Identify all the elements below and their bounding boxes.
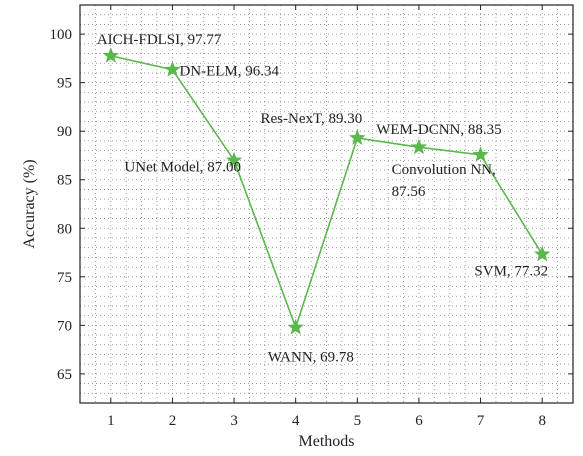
star-marker	[287, 318, 304, 335]
y-tick-label: 65	[57, 367, 72, 383]
x-tick-label: 6	[415, 413, 423, 429]
point-label: WEM-DCNN, 88.35	[376, 122, 501, 138]
x-axis-title: Methods	[299, 433, 355, 450]
y-tick-label: 85	[57, 173, 72, 189]
point-label: WANN, 69.78	[268, 349, 354, 365]
y-tick-label: 90	[57, 124, 72, 140]
y-tick-label: 95	[57, 76, 72, 92]
series	[102, 47, 551, 335]
point-label: Convolution NN, 87.56	[392, 162, 496, 200]
plot-frame	[79, 4, 574, 404]
x-tick-label: 7	[477, 413, 485, 429]
y-axis-title: Accuracy (%)	[21, 159, 38, 248]
series-line	[110, 54, 543, 330]
point-label: AICH-FDLSI, 97.77	[97, 32, 222, 48]
x-tick-label: 2	[169, 413, 177, 429]
point-label: Res-NexT, 89.30	[261, 111, 363, 127]
x-tick-label: 5	[354, 413, 362, 429]
x-tick-label: 3	[230, 413, 238, 429]
point-label: UNet Model, 87.00	[124, 159, 241, 175]
star-marker	[410, 138, 428, 155]
star-marker	[533, 245, 551, 262]
markers	[102, 47, 551, 335]
star-marker	[102, 47, 120, 63]
y-tick-label: 80	[57, 221, 72, 237]
star-marker	[349, 129, 366, 145]
y-tick-label: 100	[50, 27, 73, 43]
point-labels: AICH-FDLSI, 97.77 DN-ELM, 96.34 UNet Model…	[97, 32, 548, 366]
star-marker	[472, 146, 489, 162]
x-tick-label: 8	[538, 413, 546, 429]
star-marker	[225, 151, 243, 168]
star-marker	[164, 61, 181, 77]
ticks: 1 2 3 4 5 6 7 8 65 70 75 80 85 90 95 100	[50, 5, 573, 429]
point-label: SVM, 77.32	[474, 263, 548, 279]
y-tick-label: 70	[57, 318, 72, 334]
y-tick-label: 75	[57, 270, 72, 286]
point-label: DN-ELM, 96.34	[179, 64, 279, 80]
x-tick-label: 4	[292, 413, 300, 429]
x-tick-label: 1	[107, 413, 115, 429]
